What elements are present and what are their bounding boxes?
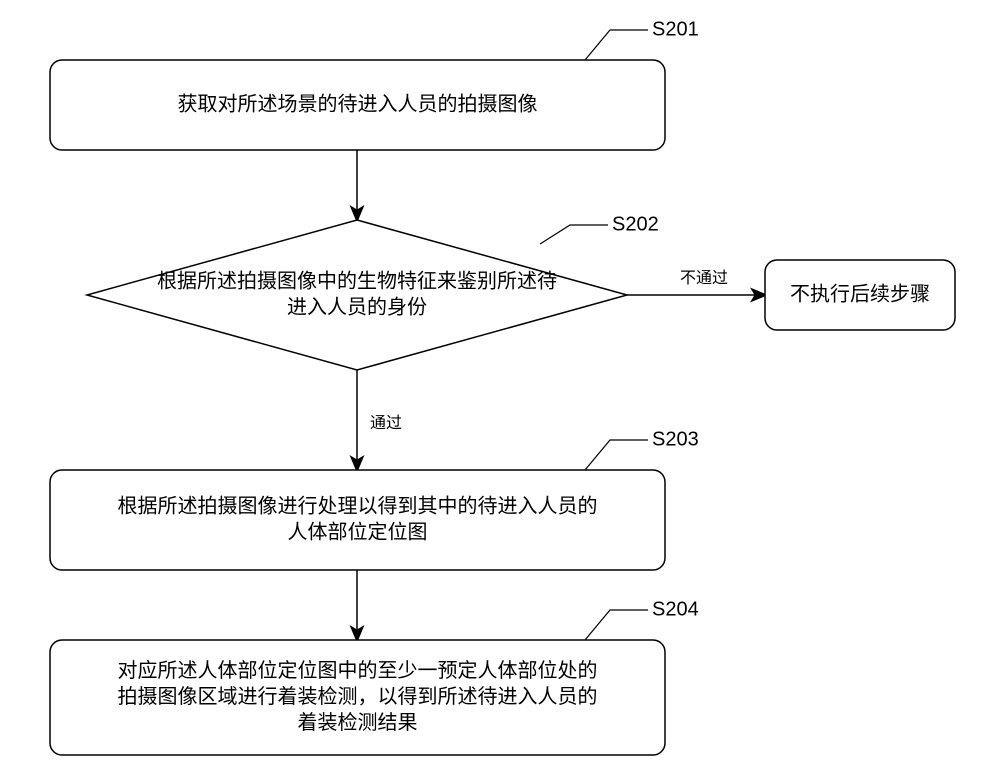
node-text: 不执行后续步骤: [790, 282, 930, 305]
node-text: 对应所述人体部位定位图中的至少一预定人体部位处的: [118, 659, 598, 682]
node-s202: 根据所述拍摄图像中的生物特征来鉴别所述待进入人员的身份: [87, 220, 627, 370]
flowchart-canvas: 通过不通过 获取对所述场景的待进入人员的拍摄图像根据所述拍摄图像中的生物特征来鉴…: [0, 0, 1000, 776]
step-label-s203: S203: [652, 428, 699, 450]
step-label-s201: S201: [652, 18, 699, 40]
node-s202_fail: 不执行后续步骤: [765, 260, 955, 330]
node-s203: 根据所述拍摄图像进行处理以得到其中的待进入人员的人体部位定位图: [50, 470, 665, 570]
leader-s204: [585, 610, 648, 640]
leader-s203: [585, 440, 648, 470]
leader-s202: [540, 225, 608, 244]
node-text: 着装检测结果: [298, 711, 418, 734]
step-label-s204: S204: [652, 598, 699, 620]
node-text: 根据所述拍摄图像进行处理以得到其中的待进入人员的: [118, 494, 598, 517]
node-text: 进入人员的身份: [287, 295, 427, 318]
leader-s201: [585, 30, 648, 60]
node-s201: 获取对所述场景的待进入人员的拍摄图像: [50, 60, 665, 150]
node-text: 拍摄图像区域进行着装检测，以得到所述待进入人员的: [118, 685, 598, 708]
node-text: 人体部位定位图: [288, 520, 428, 543]
step-label-s202: S202: [612, 213, 659, 235]
node-text: 根据所述拍摄图像中的生物特征来鉴别所述待: [157, 269, 557, 292]
node-text: 获取对所述场景的待进入人员的拍摄图像: [178, 92, 538, 115]
edge-label: 通过: [370, 414, 402, 432]
edge-label: 不通过: [680, 269, 728, 287]
node-s204: 对应所述人体部位定位图中的至少一预定人体部位处的拍摄图像区域进行着装检测，以得到…: [50, 640, 665, 755]
